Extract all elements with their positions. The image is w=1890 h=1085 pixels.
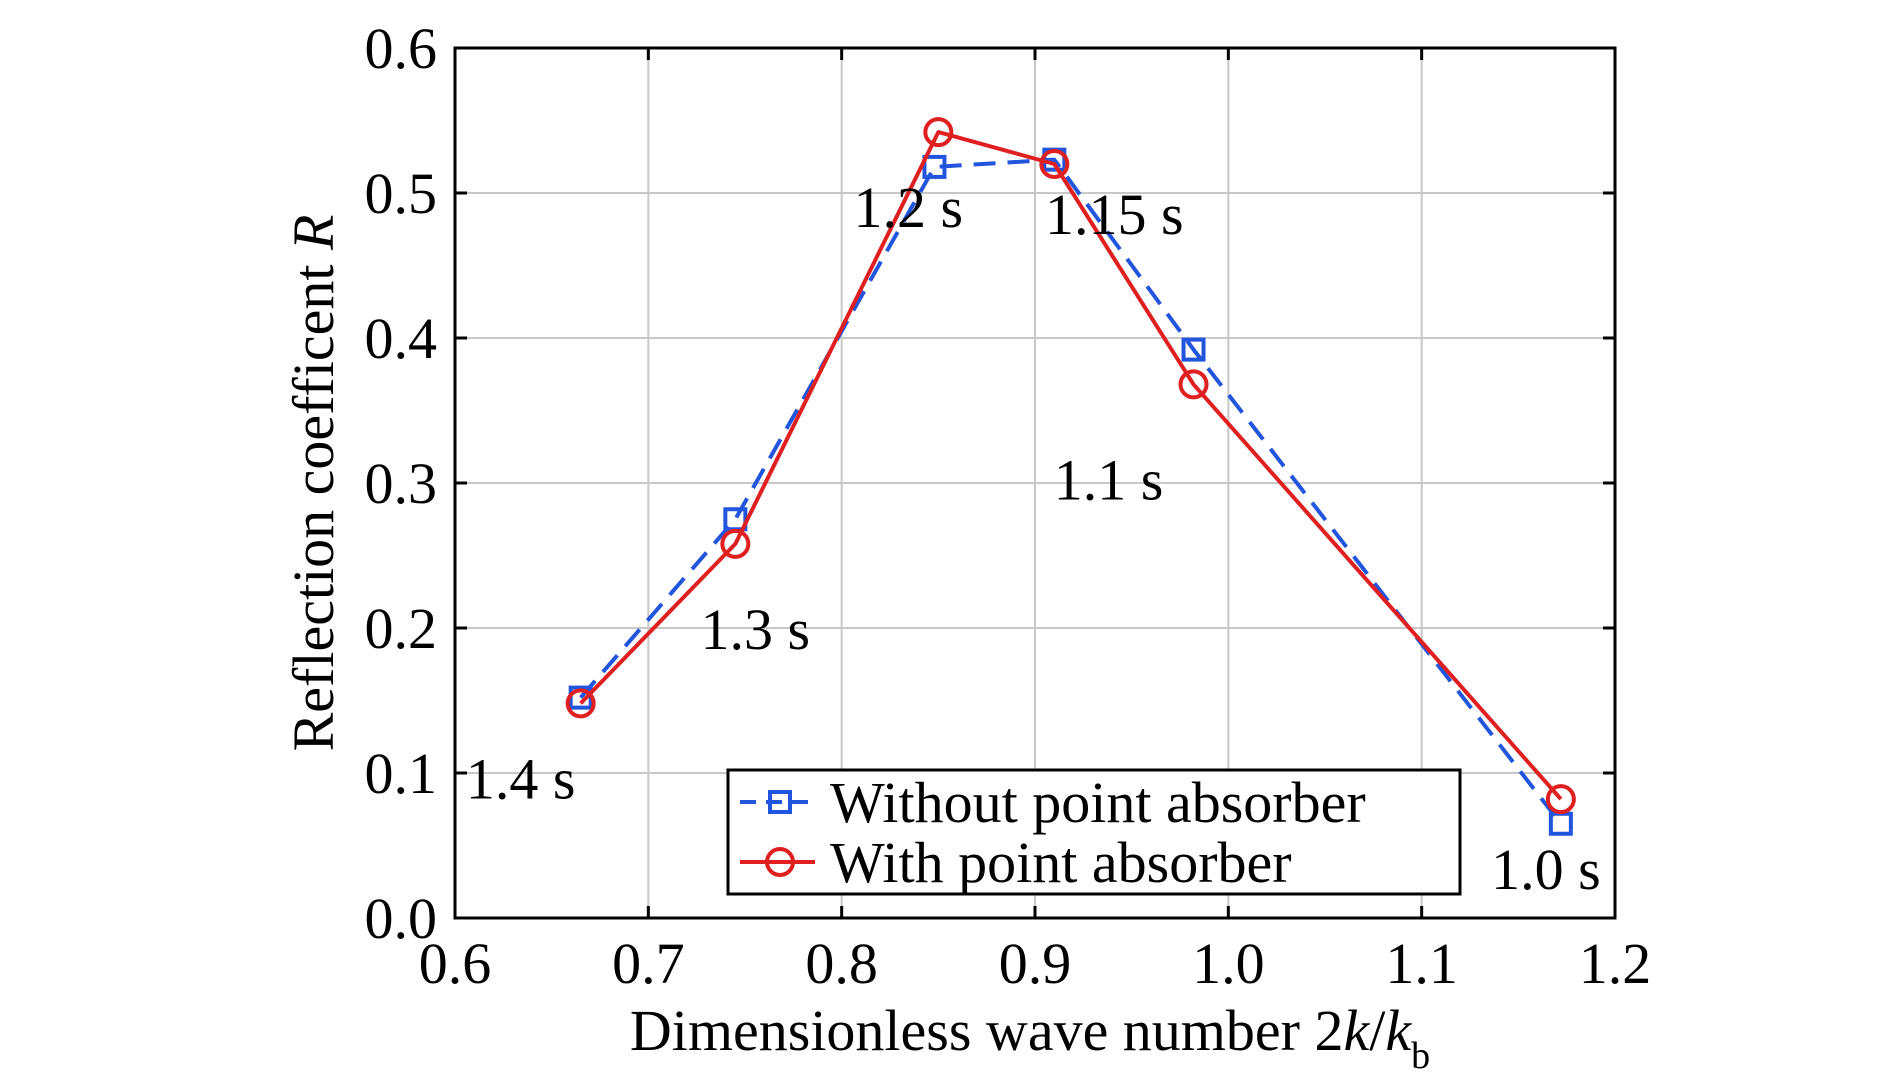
x-tick-label: 1.2 — [1579, 931, 1652, 996]
legend-entry-with-point-absorber: With point absorber — [740, 830, 1292, 895]
x-tick-label: 0.6 — [419, 931, 492, 996]
y-tick-label: 0.6 — [365, 16, 438, 81]
legend-label: With point absorber — [830, 830, 1292, 895]
series-point-square — [1181, 337, 1206, 362]
series-point-circle — [720, 528, 751, 559]
series-point-square — [922, 154, 947, 179]
series-point-circle — [565, 688, 596, 719]
point-annotation: 1.1 s — [1054, 447, 1164, 512]
point-annotation: 1.4 s — [466, 746, 576, 811]
legend-box — [726, 768, 1462, 896]
series-point-circle — [1545, 784, 1576, 815]
y-tick-labels: 0.0 0.1 0.2 0.3 0.4 0.5 0.6 — [365, 16, 438, 951]
x-tick-label: 0.7 — [612, 931, 685, 996]
series-line — [579, 130, 1563, 801]
x-tick-labels: 0.6 0.7 0.8 0.9 1.0 1.1 1.2 — [419, 931, 1652, 996]
annotations: 1.4 s 1.3 s 1.2 s 1.15 s 1.1 s 1.0 s — [466, 175, 1601, 902]
series-point-circle — [923, 117, 954, 148]
legend-label: Without point absorber — [830, 770, 1366, 835]
x-axis-label: Dimensionless wave number 2k/kb — [630, 998, 1430, 1077]
axis-ticks — [453, 46, 1617, 920]
x-tick-label: 0.9 — [999, 931, 1072, 996]
legend-entry-without-point-absorber: Without point absorber — [740, 770, 1366, 835]
x-tick-label: 1.1 — [1385, 931, 1458, 996]
series-with-point-absorber — [565, 117, 1576, 815]
series-point-circle — [1039, 149, 1070, 179]
x-tick-label: 0.8 — [805, 931, 878, 996]
y-tick-label: 0.5 — [365, 161, 438, 226]
series-point-circle — [1178, 369, 1209, 400]
point-annotation: 1.2 s — [854, 175, 964, 240]
point-annotation: 1.15 s — [1045, 182, 1184, 247]
y-tick-label: 0.3 — [365, 451, 438, 516]
x-tick-label: 1.0 — [1192, 931, 1265, 996]
series-layer — [565, 117, 1576, 836]
y-tick-label: 0.2 — [365, 596, 438, 661]
series-line — [579, 157, 1563, 825]
y-tick-label: 0.1 — [365, 741, 438, 806]
series-point-circle — [765, 847, 795, 877]
series-point-square — [768, 790, 792, 814]
point-annotation: 1.3 s — [701, 597, 811, 662]
y-tick-label: 0.4 — [365, 306, 438, 371]
point-annotation: 1.0 s — [1491, 837, 1601, 902]
y-tick-label: 0.0 — [365, 886, 438, 951]
y-axis-label: Reflection coefficent R — [281, 215, 346, 752]
